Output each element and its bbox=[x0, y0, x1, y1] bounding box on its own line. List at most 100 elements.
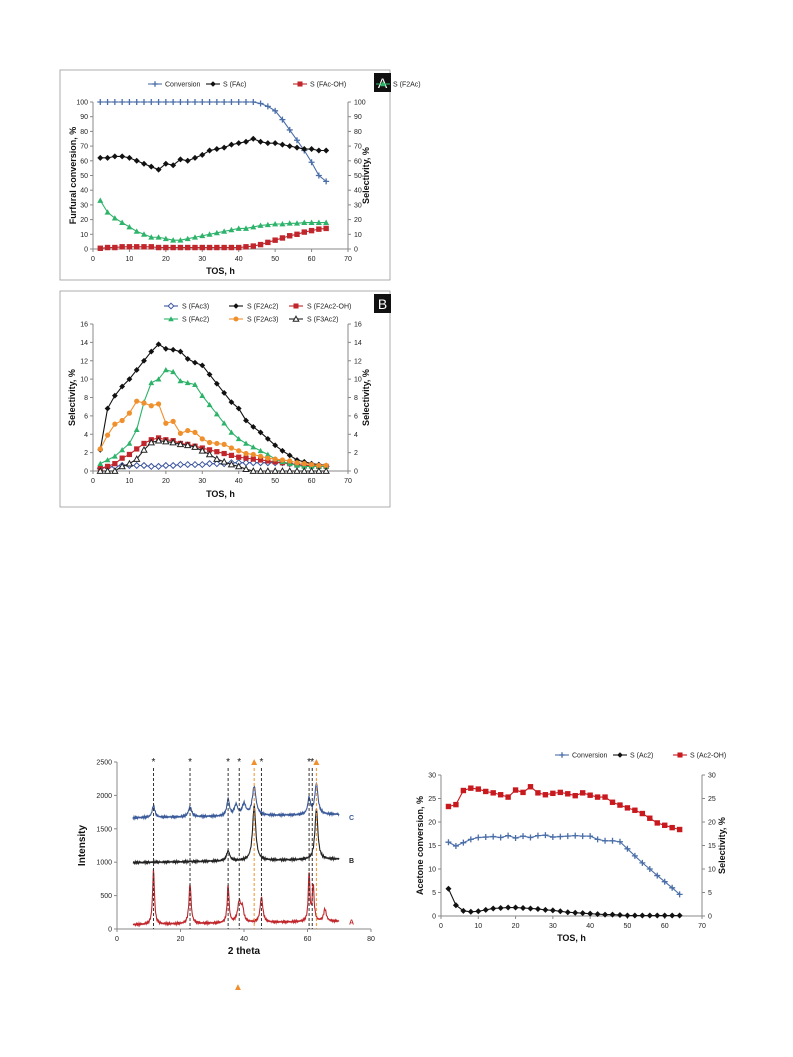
data-point bbox=[177, 244, 184, 251]
data-point bbox=[264, 435, 271, 442]
data-point bbox=[243, 440, 249, 446]
data-point bbox=[316, 226, 322, 232]
x-tick-label: 0 bbox=[91, 256, 95, 263]
data-point bbox=[308, 219, 315, 225]
data-point bbox=[654, 912, 661, 919]
data-point bbox=[155, 234, 162, 240]
legend-label: S (Ac2-OH) bbox=[690, 753, 726, 760]
legend-label: S (FAc) bbox=[223, 82, 246, 89]
data-point bbox=[148, 163, 155, 170]
data-point bbox=[505, 832, 512, 839]
data-point bbox=[185, 427, 191, 434]
x-tick-label: 80 bbox=[367, 936, 375, 943]
data-point bbox=[132, 455, 141, 462]
data-point bbox=[177, 237, 184, 243]
xrd-pattern-line bbox=[132, 803, 340, 866]
data-point bbox=[119, 99, 126, 105]
y-tick-label: 30 bbox=[428, 773, 436, 780]
x-tick-label: 60 bbox=[661, 923, 669, 930]
data-point bbox=[594, 836, 601, 843]
data-point bbox=[654, 872, 661, 879]
data-point bbox=[206, 439, 213, 446]
data-point bbox=[460, 839, 467, 846]
data-point bbox=[148, 379, 155, 386]
x-tick-label: 40 bbox=[240, 936, 248, 943]
data-point bbox=[235, 435, 242, 442]
data-point bbox=[228, 399, 235, 405]
data-point bbox=[594, 794, 601, 800]
data-point bbox=[294, 220, 300, 226]
y-tick-label: 50 bbox=[80, 173, 88, 180]
data-point bbox=[97, 245, 103, 251]
y-tick-label: 0 bbox=[84, 247, 88, 254]
data-point bbox=[527, 905, 534, 912]
data-point bbox=[250, 223, 257, 230]
data-point bbox=[104, 457, 111, 463]
data-point bbox=[234, 462, 243, 470]
legend-marker bbox=[677, 752, 683, 758]
data-point bbox=[134, 398, 140, 404]
data-point bbox=[307, 467, 316, 474]
data-point bbox=[192, 359, 198, 366]
y-tick-label: 2000 bbox=[96, 793, 112, 800]
chart-a-legend: Conversion S (FAc) S (FAc-OH) S (F2Ac) bbox=[148, 81, 421, 89]
data-point bbox=[140, 445, 148, 453]
data-point bbox=[170, 244, 176, 251]
x-tick-label: 40 bbox=[235, 478, 243, 485]
data-point bbox=[308, 159, 315, 166]
y-tick-label: 12 bbox=[80, 358, 88, 365]
data-point bbox=[460, 907, 467, 914]
data-point bbox=[308, 227, 315, 234]
data-point bbox=[512, 834, 519, 841]
data-point bbox=[534, 832, 541, 839]
data-point bbox=[155, 341, 162, 348]
data-point bbox=[520, 905, 527, 912]
data-point bbox=[176, 440, 185, 448]
data-point bbox=[322, 467, 330, 474]
y2-tick-label: 16 bbox=[354, 322, 362, 329]
data-point bbox=[315, 467, 323, 474]
data-point bbox=[453, 801, 459, 808]
series-conversion bbox=[97, 99, 330, 185]
x-tick-label: 60 bbox=[308, 256, 316, 263]
data-point bbox=[602, 911, 609, 918]
data-point bbox=[163, 244, 169, 251]
data-point bbox=[250, 451, 256, 458]
data-point bbox=[133, 461, 141, 470]
y-tick-label: 500 bbox=[100, 893, 112, 900]
y2-tick-label: 25 bbox=[708, 796, 716, 803]
data-point bbox=[482, 906, 489, 913]
data-point bbox=[624, 845, 631, 852]
data-point bbox=[279, 235, 286, 241]
data-point bbox=[646, 912, 653, 919]
data-point bbox=[141, 160, 147, 167]
data-point bbox=[272, 456, 278, 462]
data-point bbox=[170, 418, 176, 424]
y-tick-label: 15 bbox=[428, 843, 436, 850]
y2-tick-label: 90 bbox=[354, 114, 362, 121]
legend-label: S (F2Ac2) bbox=[247, 304, 279, 311]
y2-tick-label: 6 bbox=[354, 413, 358, 420]
data-point bbox=[170, 346, 177, 353]
star-marker: * bbox=[152, 757, 156, 768]
data-point bbox=[250, 424, 257, 430]
data-point bbox=[279, 116, 286, 123]
data-point bbox=[542, 906, 549, 913]
y-tick-label: 0 bbox=[108, 927, 112, 934]
series-s-ac2-oh- bbox=[445, 784, 683, 833]
data-point bbox=[557, 833, 564, 840]
data-point bbox=[206, 147, 213, 154]
data-point bbox=[111, 453, 118, 459]
data-point bbox=[235, 99, 242, 105]
y-tick-label: 70 bbox=[80, 144, 88, 151]
x-tick-label: 0 bbox=[439, 923, 443, 930]
xrd-legend-triangle: ▲ bbox=[233, 982, 243, 993]
data-point bbox=[587, 833, 594, 840]
data-point bbox=[579, 833, 586, 840]
data-point bbox=[155, 244, 162, 251]
y-tick-label: 8 bbox=[84, 395, 88, 402]
data-point bbox=[97, 197, 104, 203]
data-point bbox=[265, 458, 271, 464]
data-point bbox=[228, 244, 235, 251]
data-point bbox=[183, 441, 192, 449]
